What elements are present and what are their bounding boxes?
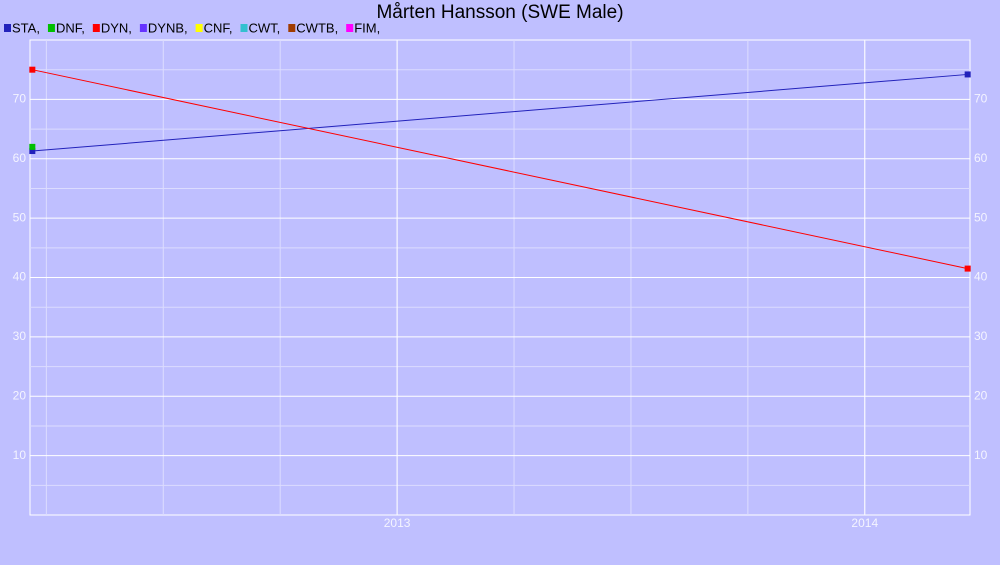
y-tick-label: 70: [13, 92, 27, 106]
y2-tick-label: 60: [974, 151, 988, 165]
legend-label: DNF,: [56, 20, 85, 35]
legend-label: CNF,: [204, 20, 233, 35]
y-tick-label: 50: [13, 210, 27, 224]
y-tick-label: 20: [13, 388, 27, 402]
legend-swatch: [195, 24, 203, 32]
legend-swatch: [4, 24, 11, 32]
y2-tick-label: 30: [974, 329, 988, 343]
legend-label: DYNB,: [148, 20, 188, 35]
legend-label: CWTB,: [296, 20, 338, 35]
y2-tick-label: 10: [974, 448, 988, 462]
y2-tick-label: 50: [974, 210, 988, 224]
data-point: [964, 265, 971, 272]
legend-swatch: [240, 24, 248, 32]
y-tick-label: 10: [13, 448, 27, 462]
y2-tick-label: 20: [974, 388, 988, 402]
y-tick-label: 40: [13, 270, 27, 284]
data-point: [29, 66, 36, 73]
legend-swatch: [47, 24, 55, 32]
legend-label: STA,: [12, 20, 40, 35]
x-tick-label: 2013: [384, 516, 411, 530]
legend-label: DYN,: [101, 20, 132, 35]
y-tick-label: 30: [13, 329, 27, 343]
chart-title: Mårten Hansson (SWE Male): [376, 2, 623, 23]
legend-label: CWT,: [249, 20, 281, 35]
legend-label: FIM,: [354, 20, 380, 35]
y2-tick-label: 70: [974, 92, 988, 106]
legend-swatch: [92, 24, 100, 32]
data-point: [29, 143, 36, 150]
series-line: [32, 73, 968, 152]
data-point: [964, 71, 971, 78]
legend-swatch: [288, 24, 296, 32]
y2-tick-label: 40: [974, 270, 988, 284]
data-point: [29, 148, 36, 155]
x-tick-label: 2014: [851, 516, 878, 530]
y-tick-label: 60: [13, 151, 27, 165]
legend-swatch: [139, 24, 147, 32]
series-line: [32, 69, 968, 270]
legend-swatch: [346, 24, 354, 32]
